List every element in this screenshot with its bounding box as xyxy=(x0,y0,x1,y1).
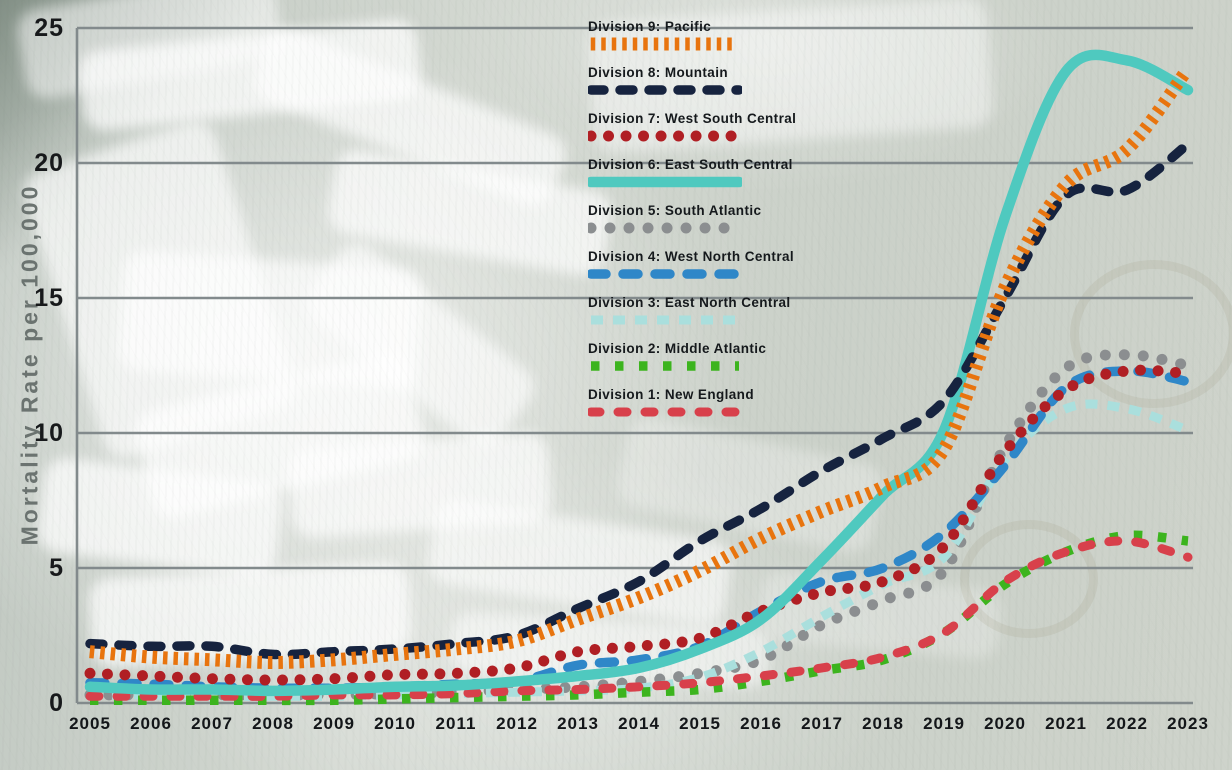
y-tick-label: 10 xyxy=(34,419,64,447)
legend-swatch-rounded-dash-md xyxy=(588,269,742,279)
legend-swatch-square-dash xyxy=(591,315,739,325)
x-tick-label: 2018 xyxy=(862,714,904,733)
legend-swatch-round-dot xyxy=(588,130,742,142)
y-tick-label: 5 xyxy=(49,554,64,582)
legend-swatch-solid xyxy=(588,176,742,188)
legend-item-division-6: Division 6: East South Central xyxy=(588,156,796,189)
y-axis-title: Mortality Rate per 100,000 xyxy=(16,183,43,546)
y-tick-label: 20 xyxy=(34,149,64,177)
concrete-stain xyxy=(1070,260,1232,408)
x-tick-label: 2012 xyxy=(496,714,538,733)
x-tick-label: 2014 xyxy=(618,714,660,733)
legend-swatch-rounded-dash-sm xyxy=(588,407,742,417)
y-tick-label: 0 xyxy=(49,689,64,717)
legend-item-division-9: Division 9: Pacific xyxy=(588,18,796,51)
x-tick-label: 2008 xyxy=(252,714,294,733)
legend-item-division-1: Division 1: New England xyxy=(588,386,796,419)
x-tick-label: 2019 xyxy=(923,714,965,733)
legend-swatch-round-dot-sparse xyxy=(588,222,742,234)
series-line-9 xyxy=(89,70,1190,670)
x-tick-label: 2021 xyxy=(1045,714,1087,733)
x-tick-label: 2007 xyxy=(191,714,233,733)
x-tick-label: 2022 xyxy=(1106,714,1148,733)
legend-item-division-7: Division 7: West South Central xyxy=(588,110,796,143)
series-line-7 xyxy=(84,364,1194,686)
y-tick-label: 15 xyxy=(34,284,64,312)
legend-swatch-square-dot xyxy=(591,361,739,371)
x-tick-label: 2011 xyxy=(435,714,477,733)
legend-label: Division 7: West South Central xyxy=(588,111,797,126)
legend-item-division-2: Division 2: Middle Atlantic xyxy=(588,340,796,373)
x-tick-label: 2013 xyxy=(557,714,599,733)
x-tick-label: 2010 xyxy=(374,714,416,733)
legend-swatch-rounded-dash-lg xyxy=(588,85,742,95)
x-tick-label: 2009 xyxy=(313,714,355,733)
legend: Division 9: Pacific Division 8: Mountain D… xyxy=(588,18,796,432)
legend-swatch-perpendicular-ticks xyxy=(590,37,732,51)
legend-label: Division 5: South Atlantic xyxy=(588,203,762,218)
x-tick-label: 2020 xyxy=(984,714,1026,733)
x-tick-label: 2015 xyxy=(679,714,721,733)
x-tick-label: 2005 xyxy=(69,714,111,733)
legend-label: Division 2: Middle Atlantic xyxy=(588,341,767,356)
series-line-1 xyxy=(85,536,1193,701)
x-tick-label: 2006 xyxy=(130,714,172,733)
x-tick-label: 2023 xyxy=(1167,714,1209,733)
legend-item-division-5: Division 5: South Atlantic xyxy=(588,202,796,235)
legend-item-division-8: Division 8: Mountain xyxy=(588,64,796,97)
series-line-2 xyxy=(89,530,1189,706)
legend-label: Division 1: New England xyxy=(588,387,754,402)
legend-item-division-3: Division 3: East North Central xyxy=(588,294,796,327)
concrete-stain xyxy=(960,520,1098,638)
legend-swatch-line xyxy=(590,37,732,51)
legend-label: Division 3: East North Central xyxy=(588,295,791,310)
legend-label: Division 9: Pacific xyxy=(588,19,712,34)
x-tick-label: 2017 xyxy=(801,714,843,733)
x-tick-label: 2016 xyxy=(740,714,782,733)
legend-item-division-4: Division 4: West North Central xyxy=(588,248,796,281)
y-tick-label: 25 xyxy=(34,14,64,42)
legend-label: Division 4: West North Central xyxy=(588,249,795,264)
legend-label: Division 6: East South Central xyxy=(588,157,793,172)
legend-label: Division 8: Mountain xyxy=(588,65,729,80)
series-line-6 xyxy=(84,49,1194,697)
